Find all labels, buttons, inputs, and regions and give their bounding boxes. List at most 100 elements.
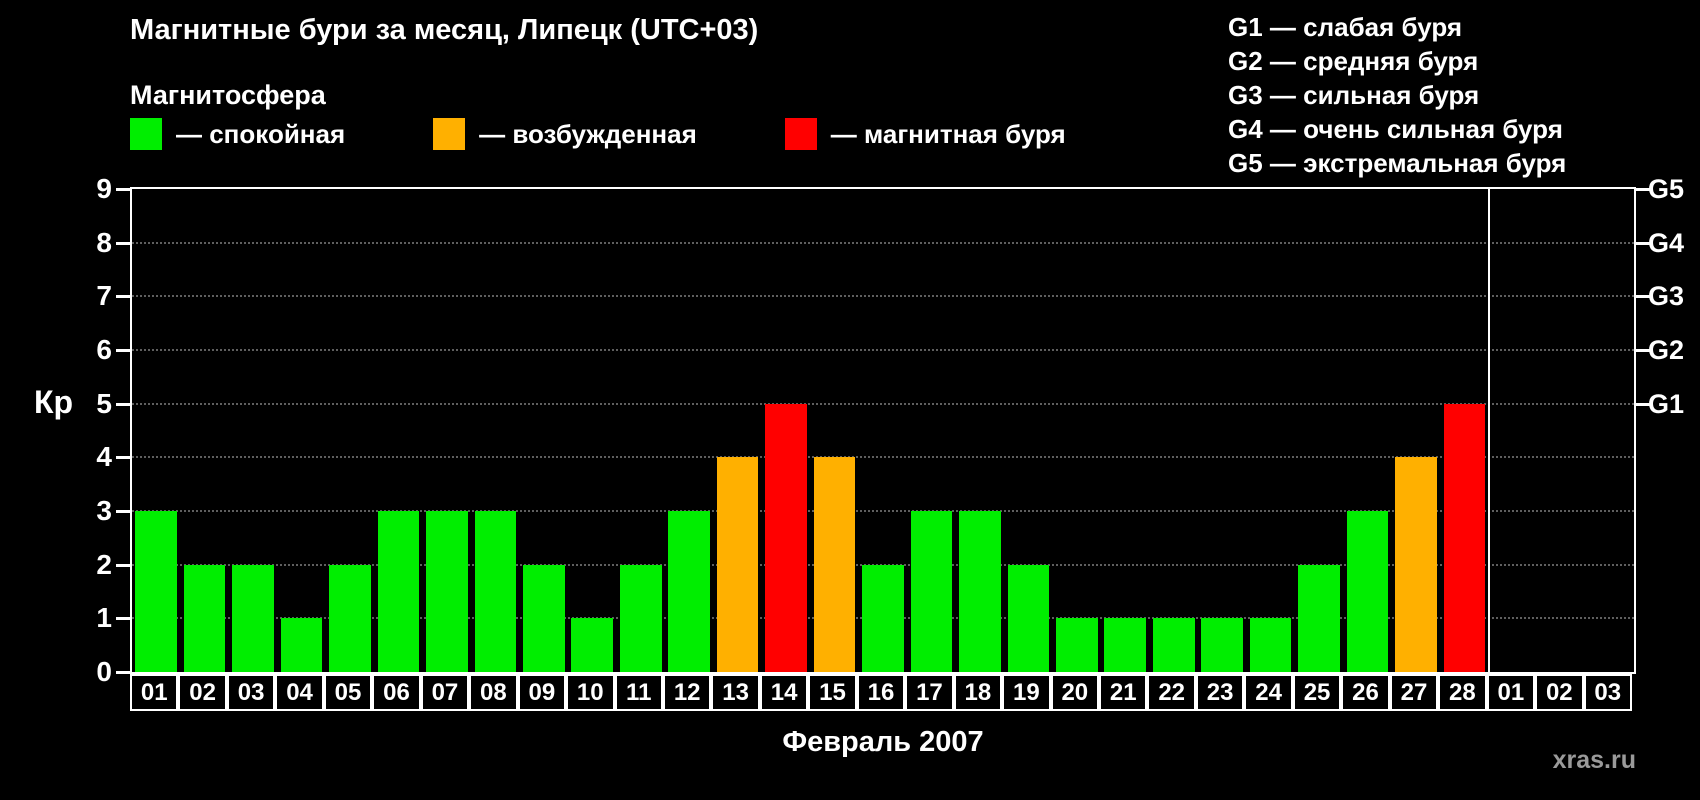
day-label-cell: 15 [808,674,857,711]
y-axis-tick [116,617,130,621]
y-axis-title: Кр [34,384,74,420]
grid-line [132,510,1634,512]
bar-day-25 [1298,564,1340,672]
bar-day-10 [571,618,614,672]
storm-color-swatch [784,118,817,150]
bar-day-11 [619,564,662,672]
day-label-cell: 20 [1050,674,1100,711]
day-label-cell: 25 [1292,674,1342,711]
legend-header: Магнитосфера [130,80,326,110]
quiet-color-swatch [130,118,162,150]
bar-day-16 [862,564,904,672]
day-label-cell: 08 [469,674,518,711]
plot-area [130,187,1636,674]
g-tick-label: G3 [1648,281,1685,312]
bar-day-04 [280,618,323,672]
grid-line [132,349,1634,351]
bar-day-19 [1007,564,1050,672]
y-axis-tick [116,188,130,191]
y-axis-tick [116,295,130,299]
day-label-cell: 07 [420,674,470,711]
bar-day-15 [813,457,856,672]
g-scale-legend-line: G5 — экстремальная буря [1228,148,1567,178]
y-axis-tick [116,671,130,674]
legend-item-excited: — возбужденная [433,118,697,150]
y-tick-label: 0 [96,656,112,687]
y-axis-tick [116,456,130,460]
legend-item-label: — спокойная [176,118,346,149]
day-label-cell: 01 [1486,674,1536,711]
g-tick-label: G5 [1648,174,1685,204]
bar-day-09 [523,564,565,672]
y-tick-label: 6 [96,334,112,365]
day-label-cell: 01 [130,674,179,711]
bar-day-18 [959,511,1001,672]
g-axis-tick [1636,295,1650,299]
legend-item-label: — магнитная буря [830,118,1066,149]
legend-item-storm: — магнитная буря [784,118,1066,150]
day-label-cell: 27 [1389,674,1439,711]
bar-day-07 [426,511,468,672]
grid-line [132,456,1634,459]
day-label-cell: 21 [1099,674,1148,711]
bar-day-20 [1055,618,1098,672]
g-scale-legend: G1 — слабая буря G2 — средняя буря G3 — … [1228,10,1566,180]
bar-day-22 [1152,618,1195,672]
day-label-cell: 18 [953,674,1003,711]
y-axis-tick [116,241,130,245]
bar-day-23 [1201,618,1243,672]
y-tick-label: 9 [96,173,112,204]
grid-line [132,402,1634,405]
day-label-cell: 03 [226,674,276,711]
grid-line [132,295,1634,298]
y-tick-label: 7 [96,280,112,312]
bar-day-26 [1346,511,1389,672]
excited-color-swatch [433,118,466,150]
bar-day-27 [1395,457,1437,672]
magnetosphere-legend: — спокойная — возбужденная — магнитная б… [130,118,1066,150]
bar-day-13 [716,457,759,672]
g-axis-tick [1636,349,1650,352]
y-axis-tick [116,402,130,406]
day-label-cell: 14 [759,674,809,711]
y-tick-label: 8 [96,226,112,258]
g-axis-tick [1636,188,1650,191]
chart-title: Магнитные бури за месяц, Липецк (UTC+03) [130,14,759,46]
bar-day-02 [183,564,226,672]
bar-day-17 [910,511,953,672]
legend-item-label: — возбужденная [479,118,697,149]
day-label-cell: 02 [1535,674,1584,711]
day-label-cell: 17 [905,674,954,711]
day-label-cell: 09 [517,674,567,711]
bar-day-14 [765,403,807,672]
day-label-cell: 02 [178,674,227,711]
month-separator-line [1487,189,1490,672]
g-scale-legend-line: G4 — очень сильная буря [1228,114,1563,144]
bar-day-08 [474,511,517,672]
g-axis-tick [1636,241,1650,245]
day-label-cell: 12 [662,674,712,711]
y-tick-label: 3 [96,495,112,526]
y-axis-tick [116,510,130,513]
y-tick-label: 4 [96,441,112,473]
watermark: xras.ru [1552,746,1636,774]
g-tick-label: G2 [1648,335,1685,365]
g-scale-legend-line: G3 — сильная буря [1228,80,1480,110]
bar-day-06 [377,511,420,672]
g-axis-tick [1636,402,1650,406]
day-label-cell: 22 [1147,674,1196,711]
bar-day-03 [232,564,274,672]
day-label-cell: 26 [1341,674,1390,711]
day-label-cell: 23 [1195,674,1245,711]
x-axis-title: Февраль 2007 [782,726,984,758]
y-axis-tick [116,349,130,352]
g-scale-legend-line: G2 — средняя буря [1228,46,1479,76]
g-tick-label: G4 [1648,227,1685,258]
grid-line [132,563,1634,566]
day-label-cell: 24 [1244,674,1293,711]
legend-item-quiet: — спокойная [130,118,345,150]
bar-day-01 [135,511,178,672]
day-label-cell: 13 [711,674,760,711]
bar-day-21 [1104,618,1147,672]
day-label-cell: 28 [1438,674,1487,711]
